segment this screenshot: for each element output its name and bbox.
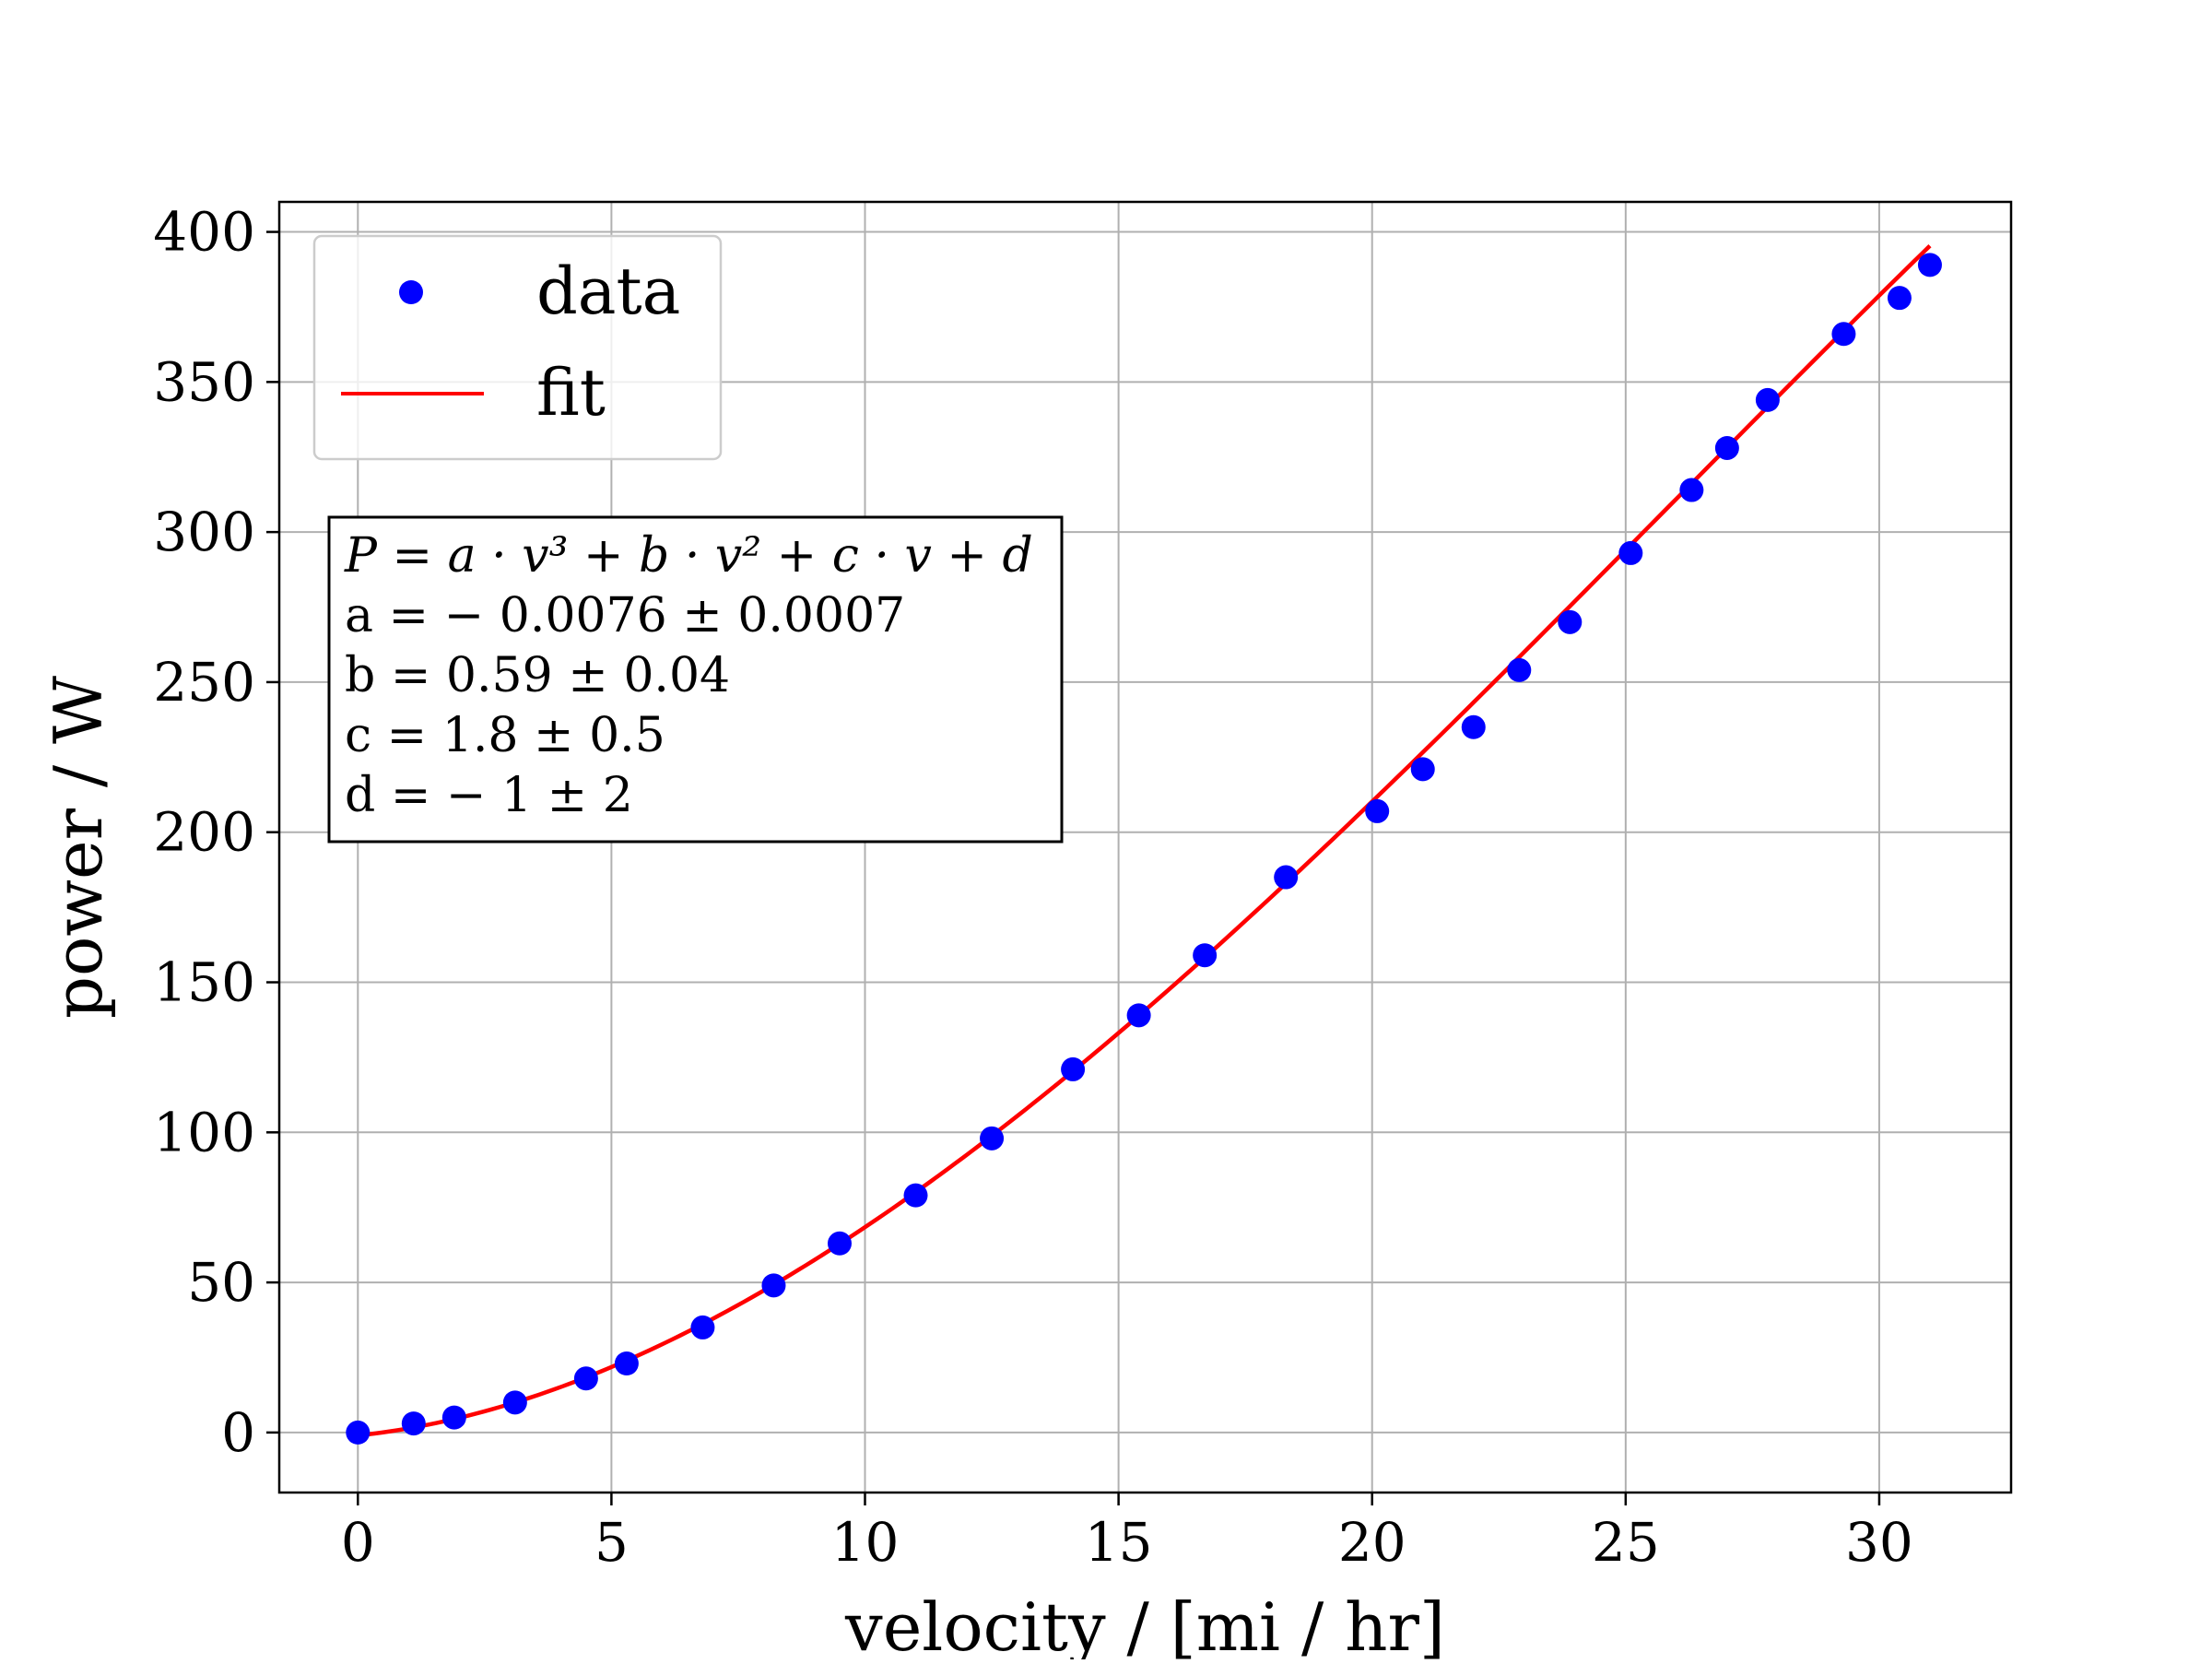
x-tick-label: 10	[831, 1511, 900, 1574]
grid	[279, 202, 2011, 1493]
y-tick-label: 100	[153, 1101, 255, 1163]
plot-area-frame	[277, 200, 2013, 1494]
data-point	[346, 1420, 371, 1445]
data-point	[690, 1315, 715, 1339]
y-tick-label: 250	[153, 651, 255, 714]
data-point	[502, 1390, 527, 1415]
data-point	[1410, 757, 1435, 782]
data-point	[441, 1405, 466, 1430]
fit-param-a: a = − 0.0076 ± 0.0007	[345, 588, 905, 643]
legend: data fit	[312, 234, 723, 461]
x-tick-label: 30	[1845, 1511, 1913, 1574]
y-axis-label: power / W	[40, 676, 117, 1019]
fit-param-d: d = − 1 ± 2	[345, 768, 633, 823]
legend-fit-label: fit	[536, 355, 606, 431]
data-point	[1887, 286, 1912, 311]
fit-parameters-frame	[327, 515, 1064, 844]
data-point	[761, 1273, 786, 1298]
data-point	[1755, 387, 1780, 412]
fit-param-b: b = 0.59 ± 0.04	[345, 648, 730, 703]
data-point	[1917, 253, 1942, 277]
data-point	[903, 1183, 928, 1208]
x-tick-label: 25	[1592, 1511, 1660, 1574]
x-tick-label: 0	[341, 1511, 375, 1574]
data-point	[827, 1231, 852, 1256]
y-tick-label: 200	[153, 801, 255, 864]
data-point	[1714, 435, 1739, 460]
x-tick-label: 5	[594, 1511, 629, 1574]
data-point	[980, 1126, 1005, 1151]
data-point	[1061, 1056, 1086, 1081]
y-tick-label: 300	[153, 501, 255, 563]
y-tick-label: 50	[187, 1251, 255, 1314]
y-tick-label: 0	[221, 1401, 255, 1464]
data-point	[1558, 609, 1583, 634]
data-point	[1461, 714, 1486, 739]
data-point	[1365, 798, 1390, 823]
fit-equation: P = a · v³ + b · v² + c · v + d	[344, 528, 1033, 584]
legend-data-label: data	[536, 254, 680, 329]
x-tick-label: 20	[1338, 1511, 1406, 1574]
data-point	[401, 1411, 426, 1436]
y-tick-label: 150	[153, 951, 255, 1014]
data-point	[1193, 943, 1218, 968]
data-point	[1679, 478, 1704, 502]
fit-param-c: c = 1.8 ± 0.5	[345, 708, 665, 763]
legend-data-marker	[399, 280, 423, 304]
data-point	[1126, 1003, 1151, 1028]
data-point	[1507, 657, 1532, 682]
data-point	[1274, 865, 1299, 890]
y-tick-label: 400	[153, 201, 255, 264]
data-point	[573, 1366, 598, 1391]
data-point	[614, 1351, 639, 1375]
x-tick-label: 15	[1085, 1511, 1153, 1574]
fit-parameters-box: P = a · v³ + b · v² + c · v + d a = − 0.…	[327, 515, 1064, 844]
data-point	[1618, 540, 1643, 565]
data-point	[1831, 322, 1856, 347]
x-axis-label: velocity / [mi / hr]	[844, 1588, 1445, 1659]
y-tick-label: 350	[153, 350, 255, 413]
data-series	[346, 253, 1942, 1445]
